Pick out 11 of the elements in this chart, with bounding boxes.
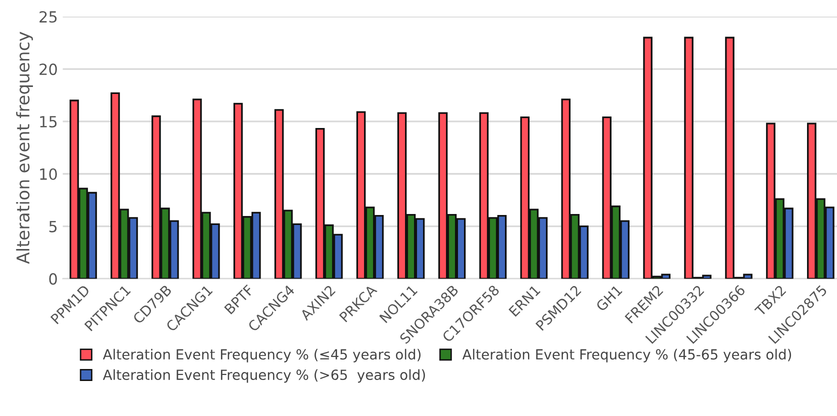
y-tick-label: 25	[40, 11, 57, 23]
y-tick-label: 15	[40, 116, 57, 128]
legend-label: Alteration Event Frequency % (45-65 years old)	[462, 348, 792, 362]
y-tick-label: 0	[49, 273, 57, 285]
legend-label: Alteration Event Frequency % (>65 years old)	[102, 369, 425, 383]
y-tick-label: 10	[40, 168, 57, 180]
legend-label: Alteration Event Frequency % (≤45 years old)	[102, 348, 421, 362]
x-tick-label: GH1	[595, 284, 623, 312]
y-tick-label: 20	[40, 64, 57, 76]
y-axis-title: Alteration event frequency	[16, 32, 33, 264]
y-tick-label: 5	[49, 220, 57, 232]
